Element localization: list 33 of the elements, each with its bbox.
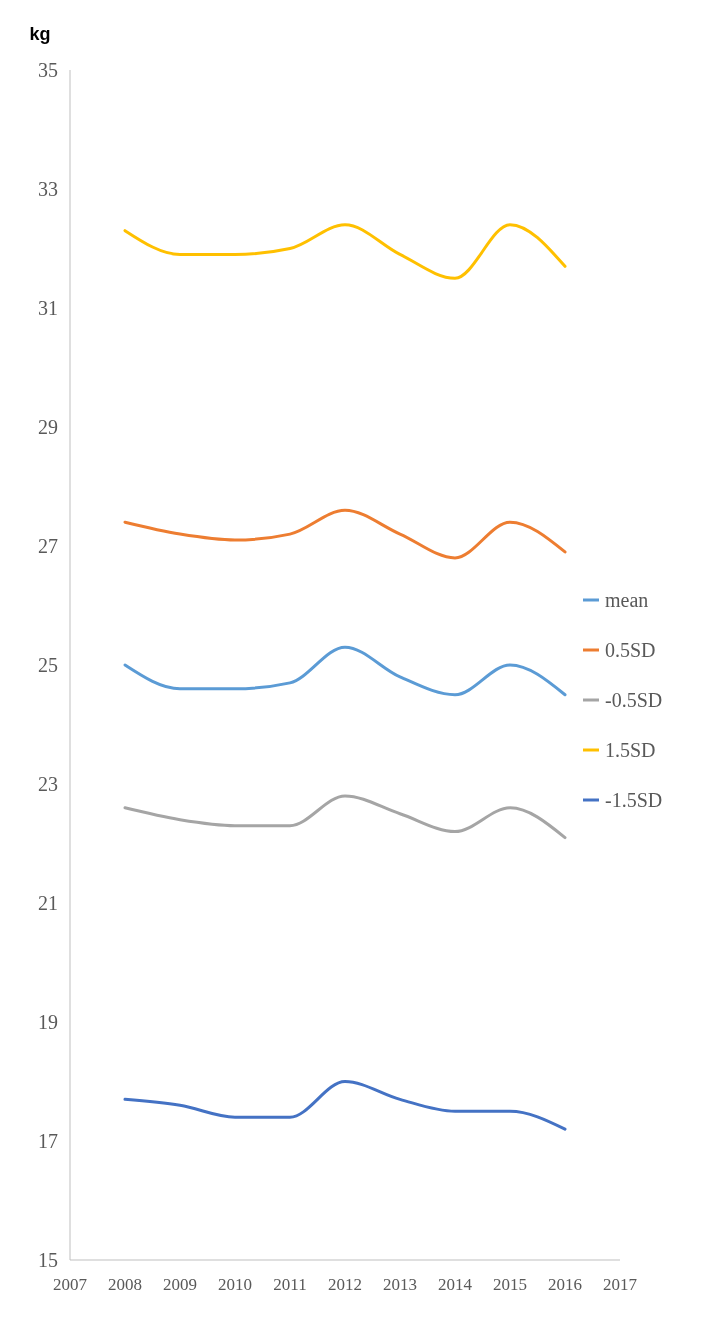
legend-label: 0.5SD — [605, 639, 656, 661]
x-tick-label: 2013 — [383, 1275, 417, 1294]
y-tick-label: 25 — [38, 654, 58, 676]
x-tick-label: 2010 — [218, 1275, 252, 1294]
line-series — [123, 794, 567, 840]
y-tick-label: 35 — [38, 59, 58, 81]
y-tick-label: 23 — [38, 773, 58, 795]
y-tick-label: 19 — [38, 1011, 58, 1033]
x-tick-label: 2012 — [328, 1275, 362, 1294]
line-series — [123, 223, 567, 280]
legend-label: 1.5SD — [605, 739, 656, 761]
x-tick-label: 2015 — [493, 1275, 527, 1294]
x-tick-label: 2017 — [603, 1275, 638, 1294]
y-tick-label: 29 — [38, 416, 58, 438]
line-series — [123, 1080, 567, 1131]
y-tick-label: 31 — [38, 297, 58, 319]
y-tick-label: 33 — [38, 178, 58, 200]
x-tick-label: 2016 — [548, 1275, 582, 1294]
x-tick-label: 2014 — [438, 1275, 473, 1294]
legend-label: -1.5SD — [605, 789, 663, 811]
legend-label: mean — [605, 589, 649, 611]
x-tick-label: 2008 — [108, 1275, 142, 1294]
y-axis-title: kg — [29, 24, 51, 44]
y-tick-label: 21 — [38, 892, 58, 914]
y-tick-label: 15 — [38, 1249, 58, 1271]
y-tick-label: 17 — [38, 1130, 58, 1152]
x-tick-label: 2009 — [163, 1275, 197, 1294]
y-tick-label: 27 — [38, 535, 58, 557]
line-series — [123, 645, 567, 697]
x-tick-label: 2011 — [273, 1275, 307, 1294]
x-tick-label: 2007 — [53, 1275, 88, 1294]
line-series — [123, 508, 567, 560]
legend-label: -0.5SD — [605, 689, 663, 711]
